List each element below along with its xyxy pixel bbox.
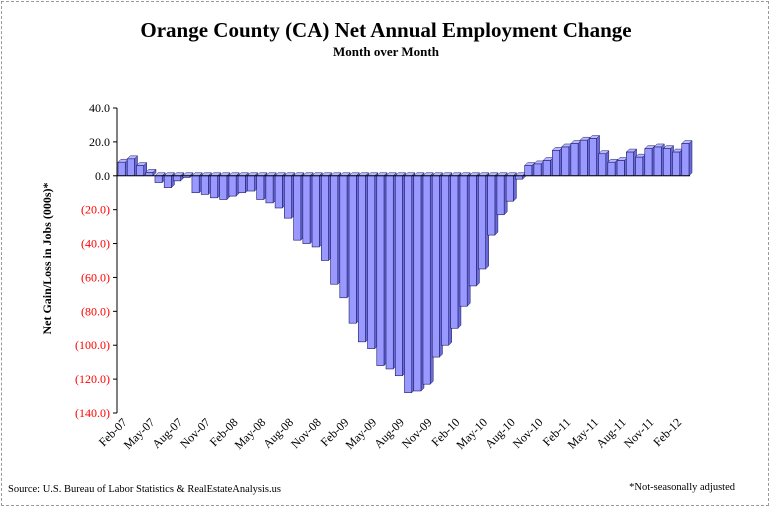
x-tick-label: May-10 [453,415,490,452]
bar [487,172,499,236]
bars-group [117,134,693,394]
bar [413,172,425,392]
bar [366,172,379,350]
source-note: Source: U.S. Bureau of Labor Statistics … [8,484,281,495]
bar [644,145,656,177]
bar [403,172,416,394]
bar [681,139,693,177]
bar [597,150,610,177]
bar [329,172,342,285]
x-tick-label: Nov-09 [399,415,435,451]
x-tick-label: May-08 [232,415,269,452]
y-tick-label: (120.0) [75,372,110,386]
bar [292,172,305,241]
bar [311,172,323,248]
bar [616,156,628,177]
y-tick-label: 0.0 [95,169,110,183]
bar [163,172,176,189]
bar [256,172,268,201]
bar [339,172,351,299]
bar [653,143,665,177]
bar [579,136,591,177]
x-tick-label: May-09 [343,415,380,452]
y-tick-label: (60.0) [81,270,110,284]
bar [662,145,675,177]
y-tick-label: (100.0) [75,338,110,352]
y-tick-label: (20.0) [81,203,110,217]
footnote: *Not-seasonally adjusted [629,482,735,493]
bar [376,172,388,367]
bar [209,172,222,199]
y-axis-title: Net Gain/Loss in Jobs (000s)* [40,182,54,334]
bar [570,139,582,177]
bar [607,158,619,177]
bar [542,156,554,177]
chart-subtitle: Month over Month [333,44,439,59]
bar [320,172,333,262]
y-ticks-group: 40.0 20.0 0.0 (20.0) (40.0) (60.0) (80.0) (100.… [75,101,117,420]
bar [154,172,166,184]
bar [265,172,277,204]
bar [422,172,434,385]
x-tick-label: Aug-08 [260,415,296,451]
chart-title: Orange County (CA) Net Annual Employment… [140,18,632,42]
bar [561,143,573,177]
axes-group [116,108,690,413]
bar [468,172,481,287]
bar [182,172,194,179]
x-tick-label: Nov-08 [288,415,324,451]
x-tick-label: May-11 [565,415,601,451]
bar [172,172,185,182]
bar [394,172,407,377]
bar [440,172,453,346]
bar [357,172,370,343]
bar [450,172,462,329]
bar [524,162,536,177]
bar [496,172,508,216]
bar [459,172,471,307]
x-tick-label: Aug-07 [149,415,185,451]
x-tick-label: Aug-10 [482,415,518,451]
bar [348,172,360,324]
bar [283,172,296,219]
bar [477,172,490,270]
bar [385,172,397,370]
x-tick-label: Nov-07 [177,415,213,451]
bar [625,148,638,177]
bar [135,162,148,177]
bar [302,172,314,245]
bar [219,172,231,201]
y-tick-label: 20.0 [89,135,110,149]
y-tick-label: (40.0) [81,237,110,251]
y-tick-label: 40.0 [89,101,110,115]
bar [431,172,444,358]
y-tick-label: (140.0) [75,406,110,420]
bar [533,160,545,177]
bar [634,153,647,177]
bar [551,146,564,177]
x-tick-label: May-07 [121,415,158,452]
bar [671,148,684,177]
bar [117,158,129,177]
bar [588,134,601,177]
x-tick-label: Aug-11 [593,415,629,451]
x-tick-label: Nov-11 [621,415,657,451]
x-tick-label: Feb-12 [650,415,684,449]
x-tick-label: Nov-10 [510,415,546,451]
bar [505,172,518,202]
bar [145,168,157,177]
bar [274,172,286,209]
y-tick-label: (80.0) [81,304,110,318]
x-ticks-group: Feb-07May-07Aug-07Nov-07Feb-08May-08Aug-… [96,415,684,452]
x-tick-label: Aug-09 [371,415,407,451]
